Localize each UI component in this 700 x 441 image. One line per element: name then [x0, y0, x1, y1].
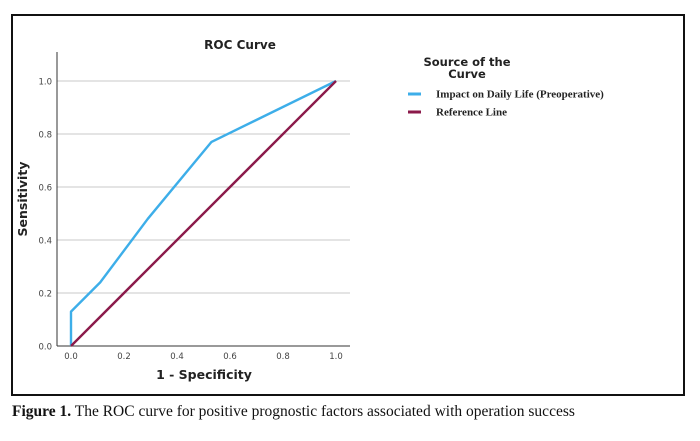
x-tick-label: 0.4 — [170, 352, 184, 362]
y-tick-label: 1.0 — [38, 78, 52, 88]
gridlines — [57, 80, 350, 294]
figure-frame — [11, 14, 685, 396]
x-axis-label: 1 - Specificity — [156, 367, 252, 382]
y-axis-label: Sensitivity — [15, 162, 30, 237]
y-tick-label: 0.8 — [38, 131, 52, 141]
x-tick-label: 0.6 — [223, 352, 237, 362]
legend-title-line2: Curve — [448, 67, 486, 81]
x-tick-label: 0.0 — [64, 352, 78, 362]
x-tick-label: 0.2 — [117, 352, 131, 362]
series-line-reference — [70, 80, 337, 347]
chart-title: ROC Curve — [204, 38, 276, 52]
y-tick-label: 0.4 — [38, 237, 52, 247]
legend-label-reference: Reference Line — [436, 107, 507, 119]
y-tick-label: 0.0 — [38, 343, 52, 353]
figure-caption-label: Figure 1. — [12, 403, 72, 420]
y-tick-label: 0.2 — [38, 290, 52, 300]
legend-title-line1: Source of the — [423, 55, 510, 69]
figure-caption-text: The ROC curve for positive prognostic fa… — [71, 403, 575, 420]
series-line-impact — [69, 79, 337, 346]
x-tick-label: 0.8 — [276, 352, 290, 362]
figure-caption: Figure 1. The ROC curve for positive pro… — [12, 403, 575, 421]
x-tick-label: 1.0 — [329, 352, 343, 362]
y-tick-label: 0.6 — [38, 184, 52, 194]
legend-label-impact: Impact on Daily Life (Preoperative) — [436, 89, 604, 101]
legend: Source of the Curve Impact on Daily Life… — [408, 55, 604, 119]
